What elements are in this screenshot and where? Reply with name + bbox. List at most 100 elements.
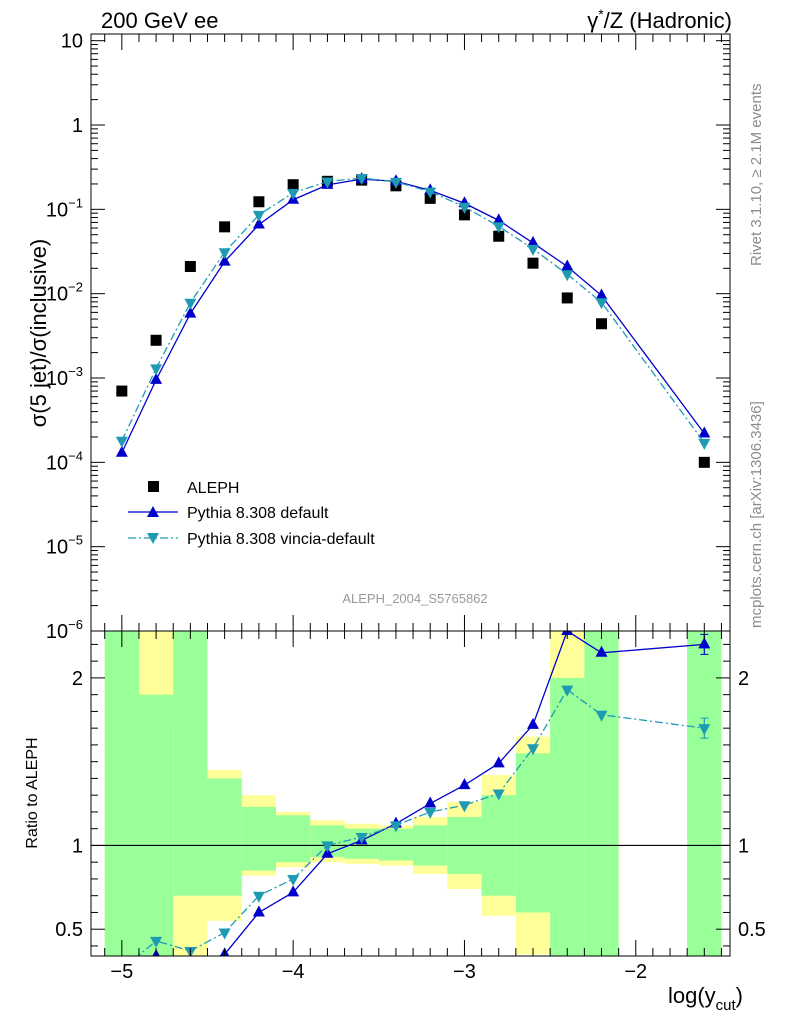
aleph-data-point	[458, 209, 470, 221]
pythia-default-point	[252, 217, 265, 229]
ratio-band-green	[687, 631, 722, 956]
pythia-vincia-point	[115, 436, 128, 448]
pythia-vincia-point	[389, 177, 402, 189]
ratio-frame	[90, 630, 731, 957]
main-y-tick-label: 10−1	[46, 195, 83, 221]
aleph-data-point	[596, 318, 608, 330]
ratio-pythia-vincia-point	[458, 801, 471, 813]
ratio-pythia-vincia-point	[355, 833, 368, 845]
ratio-pythia-vincia-point	[424, 807, 437, 819]
ratio-pythia-default-point	[424, 796, 437, 808]
ratio-pythia-default-point	[184, 959, 196, 970]
legend: ALEPH Pythia 8.308 default Pythia 8.308 …	[128, 480, 375, 548]
x-tick-label: −2	[624, 961, 647, 983]
aleph-data-point	[493, 230, 505, 242]
pythia-default-point	[526, 235, 539, 247]
pythia-vincia-point	[492, 222, 505, 234]
ratio-pythia-vincia-point	[252, 891, 265, 903]
legend-marker-pythia-default	[147, 506, 159, 517]
ratio-series-line	[155, 631, 705, 956]
aleph-data-point	[253, 196, 265, 208]
ratio-band-green	[515, 753, 551, 913]
pythia-default-point	[218, 254, 231, 266]
pythia-vincia-point	[287, 188, 300, 200]
rivet-version-label: Rivet 3.1.10, ≥ 2.1M events	[748, 84, 765, 267]
legend-label-pythia-default: Pythia 8.308 default	[187, 505, 329, 522]
x-tick-label: −5	[110, 961, 133, 983]
pythia-vincia-point	[526, 244, 539, 256]
pythia-default-point	[561, 259, 574, 271]
main-y-tick-label: 1	[72, 115, 83, 137]
ratio-pythia-vincia-point	[321, 841, 334, 853]
main-curves	[115, 172, 711, 468]
legend-marker-aleph	[148, 481, 159, 492]
header-left-title: 200 GeV ee	[101, 8, 218, 33]
ratio-pythia-vincia-point	[526, 744, 539, 756]
pythia-default-point	[698, 426, 711, 438]
main-y-tick-label: 10−5	[46, 533, 83, 559]
ratio-band-green	[378, 828, 414, 861]
ratio-y-tick-label: 1	[72, 835, 83, 857]
main-y-tick-label: 10−6	[46, 617, 83, 643]
aleph-data-point	[150, 334, 162, 346]
main-y-tick-label: 10−4	[46, 448, 83, 474]
x-tick-label: −3	[453, 961, 476, 983]
legend-marker-pythia-vincia	[147, 533, 159, 544]
ratio-uncertainty-bands	[104, 631, 722, 956]
pythia-vincia-point	[150, 364, 163, 376]
ratio-band-green	[241, 806, 277, 871]
aleph-data-point	[287, 179, 299, 191]
pythia-vincia-point	[321, 177, 334, 189]
pythia-vincia-point	[184, 298, 197, 310]
ratio-pythia-vincia-point	[561, 685, 574, 697]
mcplots-label: mcplots.cern.ch [arXiv:1306.3436]	[748, 401, 765, 628]
aleph-data-point	[116, 385, 128, 397]
pythia-default-point	[595, 288, 608, 300]
ratio-pythia-default-point	[526, 717, 539, 729]
pythia-vincia-point	[561, 270, 574, 282]
x-tick-label: −4	[282, 961, 305, 983]
pythia-vincia-point	[458, 202, 471, 214]
ratio-y-tick-label: 0.5	[55, 919, 83, 941]
ratio-y-tick-label-right: 0.5	[738, 919, 766, 941]
pythia-default-point	[492, 213, 505, 225]
ratio-pythia-vincia-point	[287, 874, 300, 886]
ratio-band-green	[104, 631, 139, 956]
pythia-vincia-point	[595, 298, 608, 310]
aleph-data-point	[698, 456, 710, 468]
pythia-default-point	[115, 445, 128, 457]
main-y-axis-label: σ(5 jet)/σ(inclusive)	[26, 239, 51, 428]
ratio-pythia-vincia-point	[389, 821, 402, 833]
x-axis-label: log(ycut)	[668, 983, 743, 1014]
ratio-pythia-default-point	[595, 645, 608, 657]
ratio-curves	[91, 631, 730, 970]
aleph-data-point	[561, 292, 573, 304]
pythia-vincia-point	[218, 248, 231, 260]
ratio-band-green	[207, 778, 242, 896]
ratio-band-green	[276, 815, 311, 863]
ratio-band-green	[138, 694, 174, 956]
ratio-pythia-default-point	[252, 905, 265, 917]
pythia-vincia-point	[424, 187, 437, 199]
ratio-band-green	[173, 631, 208, 896]
ratio-band-green	[550, 677, 585, 956]
pythia-default-point	[150, 372, 163, 384]
main-y-tick-label: 10−2	[46, 280, 83, 306]
ratio-y-tick-label: 2	[72, 668, 83, 690]
pythia-default-point	[184, 306, 197, 318]
ratio-y-axis-label: Ratio to ALEPH	[24, 737, 41, 848]
ratio-pythia-vincia-point	[150, 936, 163, 948]
ratio-series-line	[136, 688, 705, 956]
ratio-pythia-vincia-point	[218, 928, 231, 940]
aleph-data-point	[184, 260, 196, 272]
pythia-vincia-point	[698, 438, 711, 450]
main-y-tick-label: 10	[61, 31, 83, 53]
analysis-watermark: ALEPH_2004_S5765862	[342, 591, 487, 606]
pythia-vincia-point	[252, 210, 265, 222]
ratio-axes: 0.5 0.5 1 1 2 2 −5 −4 −3 −2	[55, 630, 766, 983]
header-right-title: γ*/Z (Hadronic)	[587, 6, 732, 33]
legend-label-aleph: ALEPH	[187, 480, 239, 497]
ratio-y-tick-label-right: 2	[738, 668, 749, 690]
aleph-data-point	[219, 221, 231, 233]
